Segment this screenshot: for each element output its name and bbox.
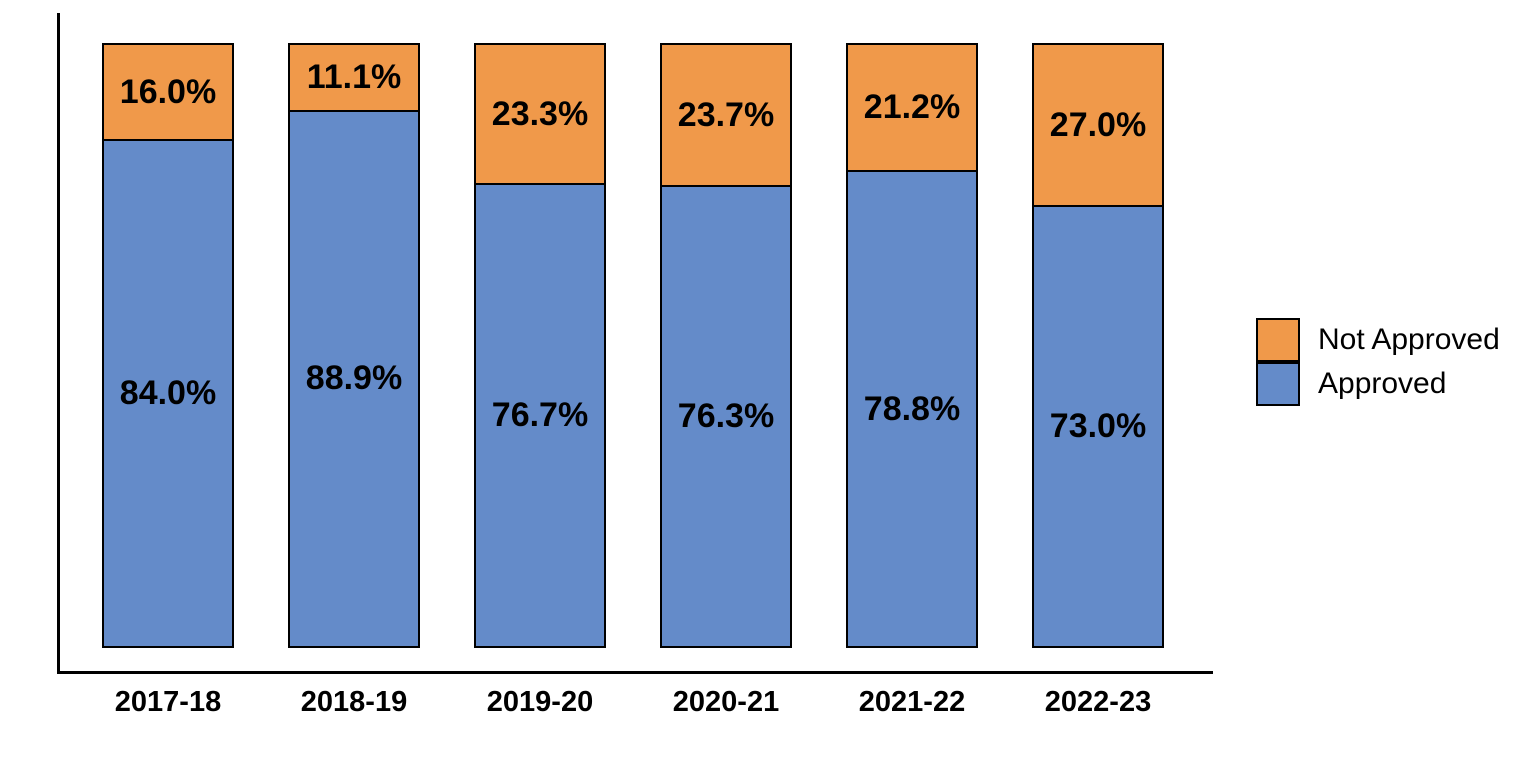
y-axis-line bbox=[57, 13, 60, 674]
approved-value-label: 76.3% bbox=[677, 397, 775, 436]
bar-segment-approved: 78.8% bbox=[848, 172, 976, 646]
bar-segment-approved: 84.0% bbox=[104, 141, 232, 646]
not-approved-value-label: 21.2% bbox=[863, 88, 961, 127]
x-tick-label-2017-18: 2017-18 bbox=[114, 686, 222, 718]
x-tick-label-2019-20: 2019-20 bbox=[486, 686, 594, 718]
stacked-bar-2022-23: 27.0% 73.0% bbox=[1032, 43, 1164, 648]
stacked-bar-2017-18: 16.0% 84.0% bbox=[102, 43, 234, 648]
not-approved-value-label: 27.0% bbox=[1049, 105, 1147, 144]
bar-segment-not-approved: 16.0% bbox=[104, 45, 232, 142]
bar-segment-approved: 73.0% bbox=[1034, 207, 1162, 646]
x-tick-label-2021-22: 2021-22 bbox=[858, 686, 966, 718]
bar-segment-approved: 76.7% bbox=[476, 185, 604, 646]
bar-segment-not-approved: 23.7% bbox=[662, 45, 790, 188]
x-axis-line bbox=[57, 671, 1213, 674]
stacked-bar-2020-21: 23.7% 76.3% bbox=[660, 43, 792, 648]
approved-value-label: 76.7% bbox=[491, 396, 589, 435]
stacked-bar-2021-22: 21.2% 78.8% bbox=[846, 43, 978, 648]
bar-segment-approved: 76.3% bbox=[662, 187, 790, 646]
x-tick-label-2022-23: 2022-23 bbox=[1044, 686, 1152, 718]
bar-segment-approved: 88.9% bbox=[290, 112, 418, 646]
legend-label: Not Approved bbox=[1318, 323, 1500, 356]
not-approved-value-label: 23.3% bbox=[491, 94, 589, 133]
legend-swatch-approved bbox=[1256, 362, 1300, 406]
approved-value-label: 84.0% bbox=[119, 374, 217, 413]
x-tick-label-2018-19: 2018-19 bbox=[300, 686, 408, 718]
legend-item: Approved bbox=[1256, 362, 1500, 406]
legend-swatch-not-approved bbox=[1256, 318, 1300, 362]
not-approved-value-label: 23.7% bbox=[677, 95, 775, 134]
bar-segment-not-approved: 27.0% bbox=[1034, 45, 1162, 208]
legend-item: Not Approved bbox=[1256, 318, 1500, 362]
bar-segment-not-approved: 11.1% bbox=[290, 45, 418, 112]
approved-value-label: 78.8% bbox=[863, 389, 961, 428]
approved-value-label: 73.0% bbox=[1049, 407, 1147, 446]
bar-segment-not-approved: 21.2% bbox=[848, 45, 976, 173]
approved-value-label: 88.9% bbox=[305, 359, 403, 398]
x-tick-label-2020-21: 2020-21 bbox=[672, 686, 780, 718]
stacked-bar-2018-19: 11.1% 88.9% bbox=[288, 43, 420, 648]
legend: Not Approved Approved bbox=[1256, 318, 1500, 406]
bar-segment-not-approved: 23.3% bbox=[476, 45, 604, 186]
not-approved-value-label: 16.0% bbox=[119, 72, 217, 111]
legend-label: Approved bbox=[1318, 367, 1447, 400]
stacked-bar-2019-20: 23.3% 76.7% bbox=[474, 43, 606, 648]
not-approved-value-label: 11.1% bbox=[306, 57, 402, 96]
